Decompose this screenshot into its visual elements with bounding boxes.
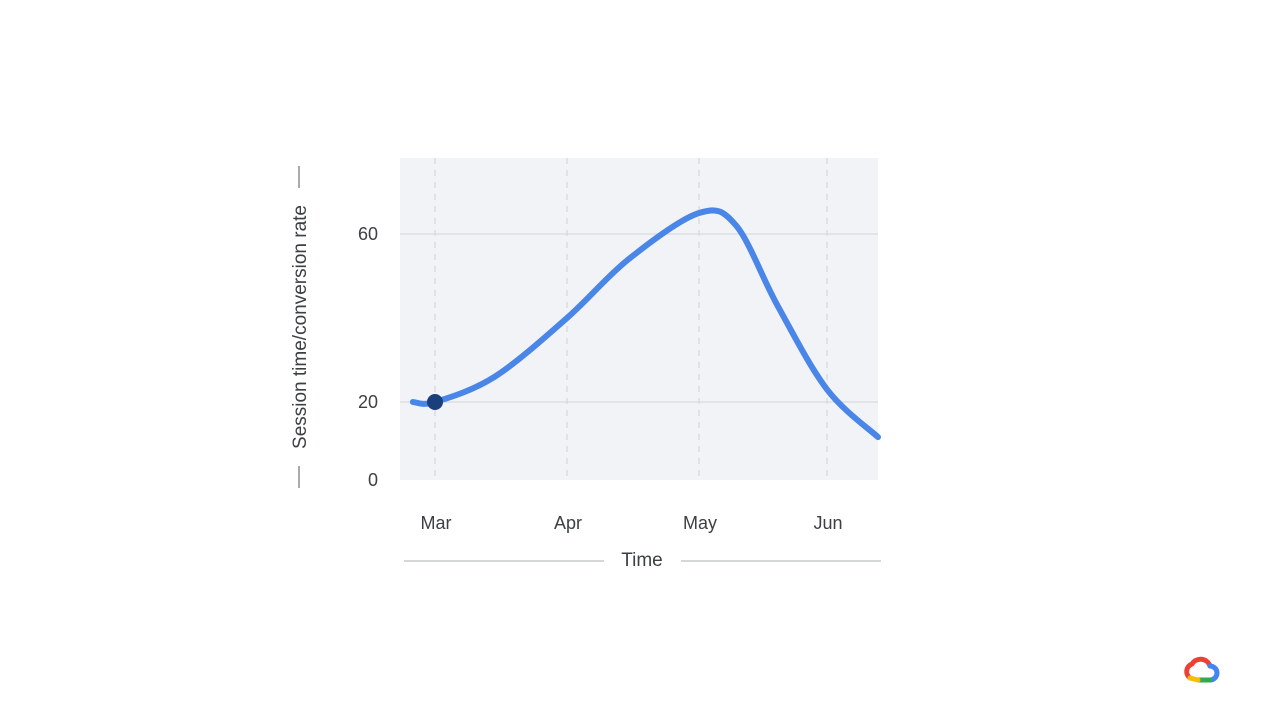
- x-axis-title: Time: [621, 550, 663, 571]
- x-tick-label: Apr: [554, 513, 582, 533]
- y-tick-label: 20: [358, 392, 378, 412]
- y-tick-label: 0: [368, 470, 378, 490]
- data-point-marker: [427, 394, 443, 410]
- x-tick-labels: Mar Apr May Jun: [421, 513, 843, 533]
- x-tick-label: May: [683, 513, 717, 533]
- plot-area: [400, 158, 878, 480]
- google-cloud-icon: [1184, 656, 1220, 683]
- y-tick-label: 60: [358, 224, 378, 244]
- x-tick-label: Jun: [813, 513, 842, 533]
- y-tick-labels: 0 20 60: [358, 224, 378, 490]
- y-axis-title: Session time/conversion rate: [290, 205, 311, 449]
- x-tick-label: Mar: [421, 513, 452, 533]
- series-line: [409, 207, 881, 441]
